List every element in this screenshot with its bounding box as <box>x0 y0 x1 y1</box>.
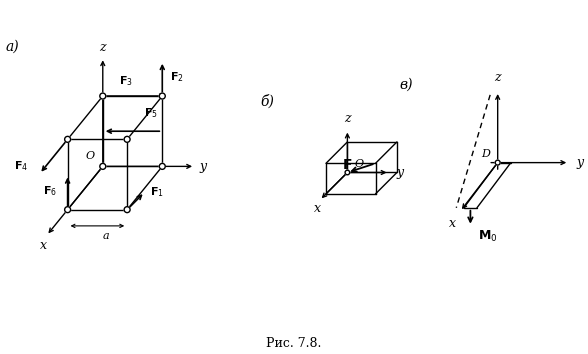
Circle shape <box>124 136 130 142</box>
Text: $\mathbf{F}_3$: $\mathbf{F}_3$ <box>119 74 133 88</box>
Text: $\mathbf{F}$: $\mathbf{F}$ <box>342 158 352 172</box>
Circle shape <box>100 164 106 169</box>
Text: z: z <box>344 112 350 125</box>
Circle shape <box>495 160 500 165</box>
Text: в): в) <box>400 78 413 92</box>
Text: $\mathbf{M}_0$: $\mathbf{M}_0$ <box>478 228 497 244</box>
Circle shape <box>159 164 165 169</box>
Text: x: x <box>40 239 47 252</box>
Text: z: z <box>495 70 501 84</box>
Text: O: O <box>85 151 95 161</box>
Text: $\mathbf{F}_4$: $\mathbf{F}_4$ <box>15 159 29 173</box>
Circle shape <box>159 93 165 99</box>
Text: y: y <box>199 160 206 173</box>
Text: D: D <box>482 149 490 159</box>
Text: a: a <box>102 231 109 241</box>
Circle shape <box>65 207 71 213</box>
Text: x: x <box>314 202 321 216</box>
Text: $\mathbf{F}_2$: $\mathbf{F}_2$ <box>171 70 184 84</box>
Text: y: y <box>396 166 404 179</box>
Text: O: O <box>355 159 364 170</box>
Text: x: x <box>449 217 456 230</box>
Text: а): а) <box>5 39 19 53</box>
Circle shape <box>124 207 130 213</box>
Circle shape <box>100 93 106 99</box>
Text: z: z <box>99 41 106 54</box>
Circle shape <box>65 136 71 142</box>
Circle shape <box>345 170 350 175</box>
Text: $\mathbf{F}_6$: $\mathbf{F}_6$ <box>43 184 57 198</box>
Text: $\mathbf{F}_1$: $\mathbf{F}_1$ <box>150 185 164 199</box>
Text: Рис. 7.8.: Рис. 7.8. <box>266 337 322 350</box>
Text: y: y <box>577 156 584 169</box>
Text: $\mathbf{F}_5$: $\mathbf{F}_5$ <box>145 107 158 120</box>
Text: б): б) <box>260 95 274 109</box>
